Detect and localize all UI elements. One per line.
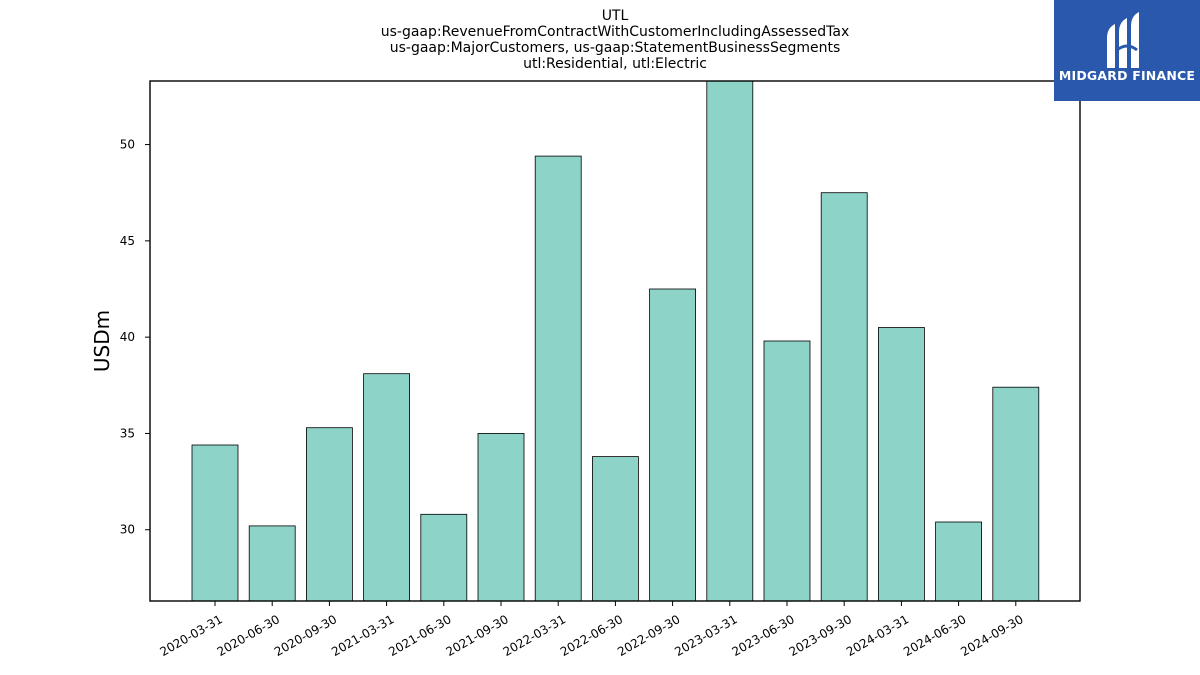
- bar-2024-06-30: [935, 521, 982, 602]
- title-line-members: utl:Residential, utl:Electric: [523, 56, 707, 72]
- bar-2024-09-30: [992, 386, 1040, 602]
- bar-2023-03-31: [706, 80, 754, 602]
- x-tick-label: 2023-09-30: [787, 612, 854, 659]
- y-tick-label: 30: [120, 523, 135, 537]
- y-tick-label: 35: [120, 426, 135, 440]
- brand-logo: MIDGARD FINANCE: [1054, 0, 1200, 101]
- y-tick-label: 40: [120, 330, 135, 344]
- logo-text: MIDGARD FINANCE: [1058, 68, 1196, 83]
- x-tick-label: 2023-06-30: [729, 612, 796, 659]
- x-tick-label: 2021-06-30: [386, 612, 453, 659]
- bar-2020-09-30: [305, 427, 353, 602]
- bar-2024-03-31: [878, 327, 925, 602]
- bar-2021-06-30: [420, 513, 468, 602]
- bar-2020-06-30: [248, 525, 296, 602]
- bar-2022-03-31: [534, 155, 582, 602]
- bar-2023-09-30: [820, 192, 868, 602]
- x-tick-label: 2022-06-30: [558, 612, 625, 659]
- x-tick-label: 2022-09-30: [615, 612, 682, 659]
- title-line-ticker: UTL: [601, 8, 629, 24]
- y-axis: 30 35 40 45 50: [120, 138, 150, 537]
- logo-mark-icon: [1107, 12, 1139, 68]
- x-tick-label: 2020-03-31: [157, 612, 224, 659]
- bar-2022-06-30: [592, 456, 639, 602]
- bar-2020-03-31: [191, 444, 239, 602]
- y-tick-label: 45: [120, 234, 135, 248]
- x-tick-label: 2023-03-31: [672, 612, 739, 659]
- x-tick-label: 2021-03-31: [329, 612, 396, 659]
- bar-2021-09-30: [477, 432, 525, 602]
- title-line-axes: us-gaap:MajorCustomers, us-gaap:Statemen…: [389, 40, 841, 56]
- x-tick-label: 2020-09-30: [272, 612, 339, 659]
- y-axis-label: USDm: [90, 310, 114, 372]
- bar-2021-03-31: [363, 373, 411, 602]
- title-line-concept: us-gaap:RevenueFromContractWithCustomerI…: [380, 24, 850, 40]
- x-tick-label: 2020-06-30: [215, 612, 282, 659]
- bars-group: [191, 80, 1040, 602]
- x-axis: 2020-03-312020-06-302020-09-302021-03-31…: [157, 601, 1026, 659]
- x-tick-label: 2024-03-31: [844, 612, 911, 659]
- bar-2023-06-30: [763, 340, 811, 602]
- x-tick-label: 2024-09-30: [958, 612, 1025, 659]
- y-tick-label: 50: [120, 138, 135, 152]
- bar-2022-09-30: [649, 288, 696, 602]
- plot-frame: [149, 80, 1081, 602]
- x-tick-label: 2021-09-30: [443, 612, 510, 659]
- x-tick-label: 2022-03-31: [501, 612, 568, 659]
- x-tick-label: 2024-06-30: [901, 612, 968, 659]
